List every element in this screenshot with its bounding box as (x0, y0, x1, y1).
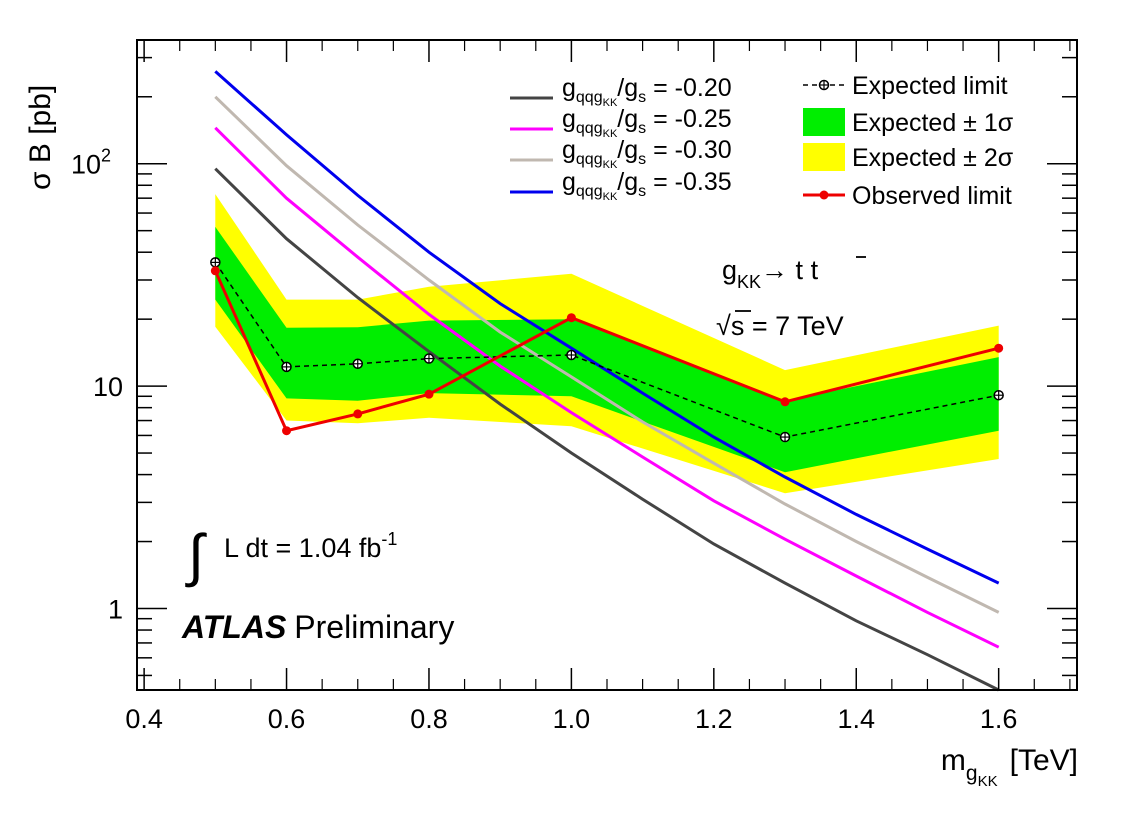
x-axis-title-main: m (941, 744, 966, 777)
band-1sigma (215, 226, 999, 473)
legend-label-theory-2: gqqgKK/gs = -0.30 (562, 136, 732, 171)
legend-label-2sigma: Expected ± 2σ (852, 144, 1014, 172)
observed-point (353, 409, 363, 419)
x-tick-label: 1.2 (695, 704, 733, 734)
expected-point (281, 361, 292, 373)
observed-point (566, 313, 576, 323)
expected-layer (210, 257, 1004, 443)
observed-point (994, 343, 1004, 353)
expected-point (566, 349, 577, 361)
x-tick-label: 0.4 (125, 704, 163, 734)
observed-point (282, 426, 292, 436)
legend-marker-expected (818, 79, 830, 91)
lumi-integral-sign: ∫ (185, 523, 207, 588)
legend-label-1sigma: Expected ± 1σ (852, 109, 1014, 137)
expected-point (210, 257, 221, 268)
y-axis-title: σ B [pb] (24, 85, 57, 190)
x-axis-title-sub: g (966, 762, 978, 785)
expected-point (352, 358, 364, 370)
observed-point (210, 266, 220, 276)
theory-line-1 (214, 126, 1000, 649)
theory-layer (214, 70, 1000, 692)
x-axis-title-unit: [TeV] (1010, 744, 1078, 777)
observed-point (424, 389, 434, 399)
x-tick-label: 0.8 (410, 704, 448, 734)
legend-theory: gqqgKK/gs = -0.20 gqqgKK/gs = -0.25 gqqg… (510, 74, 732, 203)
x-tick-label: 1.4 (837, 704, 875, 734)
legend-label-theory-1: gqqgKK/gs = -0.25 (562, 105, 732, 140)
legend-label-theory-3: gqqgKK/gs = -0.35 (562, 168, 732, 203)
y-tick-label: 102 (71, 146, 111, 180)
energy-label: √s = 7 TeV (716, 311, 844, 341)
expected-point (993, 389, 1004, 401)
experiment-label: ATLAS Preliminary (181, 609, 454, 645)
bands-layer (215, 194, 999, 494)
observed-point (780, 397, 790, 407)
legend-marker-observed (819, 190, 829, 200)
expected-point (423, 353, 435, 364)
ticks-layer (137, 40, 1077, 690)
tick-labels: 0.4 0.6 0.8 1.0 1.2 1.4 1.6 1 10 102 (71, 146, 1018, 734)
x-tick-label: 1.6 (980, 704, 1018, 734)
theory-line-0 (214, 167, 1000, 692)
y-tick-label: 10 (93, 372, 123, 402)
x-axis-title-subsub: KK (978, 773, 998, 790)
x-tick-label: 0.6 (268, 704, 306, 734)
y-tick-label: 1 (108, 594, 123, 624)
legend-swatch-1sigma (803, 108, 845, 136)
observed-layer (210, 266, 1004, 436)
process-label: gKK→ t t (722, 255, 819, 292)
expected-point (779, 431, 791, 443)
legend-label-observed: Observed limit (852, 182, 1012, 210)
theory-line-3 (214, 70, 1000, 585)
x-tick-label: 1.0 (553, 704, 591, 734)
legend-label-theory-0: gqqgKK/gs = -0.20 (562, 74, 732, 109)
lumi-label: L dt = 1.04 fb-1 (224, 529, 397, 563)
theory-line-2 (214, 95, 1000, 614)
legend-limits: Expected limit Expected ± 1σ Expected ± … (803, 72, 1014, 210)
legend-swatch-2sigma (803, 143, 845, 171)
legend-label-expected: Expected limit (852, 72, 1008, 100)
x-axis-title: mgKK [TeV] (941, 744, 1078, 790)
